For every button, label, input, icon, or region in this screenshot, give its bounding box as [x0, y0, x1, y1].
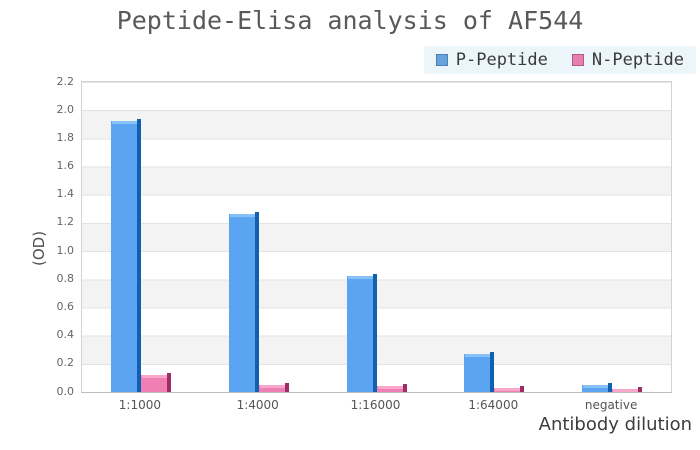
x-tick-1:4000: 1:4000: [236, 398, 279, 412]
bar-n-peptide-1:16000: [376, 384, 407, 392]
bar-side-face: [402, 384, 407, 392]
bar-top-face: [495, 387, 521, 391]
bar-p-peptide-1:4000: [228, 212, 259, 392]
p-peptide-swatch-icon: [435, 54, 448, 66]
chart-title: Peptide-Elisa analysis of AF544: [116, 6, 584, 35]
bar-side-face: [254, 212, 259, 392]
y-tick-0.8: 0.8: [56, 271, 75, 285]
y-tick-1.8: 1.8: [56, 130, 75, 144]
bar-n-peptide-1:1000: [140, 373, 171, 392]
bar-top-face: [377, 386, 403, 390]
legend-item-n-peptide: N-Peptide: [571, 50, 684, 70]
y-tick-1.2: 1.2: [56, 215, 75, 229]
y-tick-2.0: 2.0: [56, 102, 75, 116]
y-tick-2.2: 2.2: [56, 74, 75, 88]
bar-side-face: [372, 274, 377, 392]
bar-side-face: [520, 385, 525, 392]
x-tick-1:1000: 1:1000: [118, 398, 161, 412]
bar-n-peptide-1:4000: [258, 382, 289, 392]
bar-side-face: [608, 382, 613, 392]
legend-label-n-peptide: N-Peptide: [591, 50, 684, 70]
x-axis-title: Antibody dilution: [538, 414, 692, 435]
bar-top-face: [111, 121, 137, 125]
y-tick-1.0: 1.0: [56, 243, 75, 257]
bar-p-peptide-1:64000: [464, 351, 495, 392]
x-tick-negative: negative: [584, 398, 638, 412]
bar-n-peptide-1:64000: [494, 385, 525, 392]
x-tick-1:64000: 1:64000: [468, 398, 519, 412]
bar-side-face: [638, 387, 643, 392]
bar-top-face: [347, 276, 373, 280]
bar-p-peptide-negative: [582, 382, 613, 392]
y-tick-1.6: 1.6: [56, 159, 75, 173]
bar-top-face: [229, 214, 255, 218]
x-tick-1:16000: 1:16000: [350, 398, 401, 412]
bar-p-peptide-1:1000: [110, 119, 141, 392]
y-tick-0.4: 0.4: [56, 328, 75, 342]
bar-top-face: [583, 384, 609, 388]
plot-area: [81, 81, 672, 393]
bar-top-face: [141, 375, 167, 379]
bar-side-face: [136, 119, 141, 392]
bar-top-face: [259, 384, 285, 388]
y-tick-1.4: 1.4: [56, 187, 75, 201]
n-peptide-swatch-icon: [571, 54, 584, 66]
bar-side-face: [166, 373, 171, 392]
bar-top-face: [613, 389, 639, 392]
bar-side-face: [490, 351, 495, 392]
bar-p-peptide-1:16000: [346, 274, 377, 392]
legend-label-p-peptide: P-Peptide: [455, 50, 548, 70]
y-tick-0.2: 0.2: [56, 356, 75, 370]
bar-side-face: [284, 382, 289, 392]
bar-n-peptide-negative: [612, 387, 643, 392]
y-tick-0.0: 0.0: [56, 384, 75, 398]
legend: P-Peptide N-Peptide: [423, 46, 696, 74]
legend-item-p-peptide: P-Peptide: [435, 50, 548, 70]
y-tick-0.6: 0.6: [56, 299, 75, 313]
bar-top-face: [465, 353, 491, 357]
